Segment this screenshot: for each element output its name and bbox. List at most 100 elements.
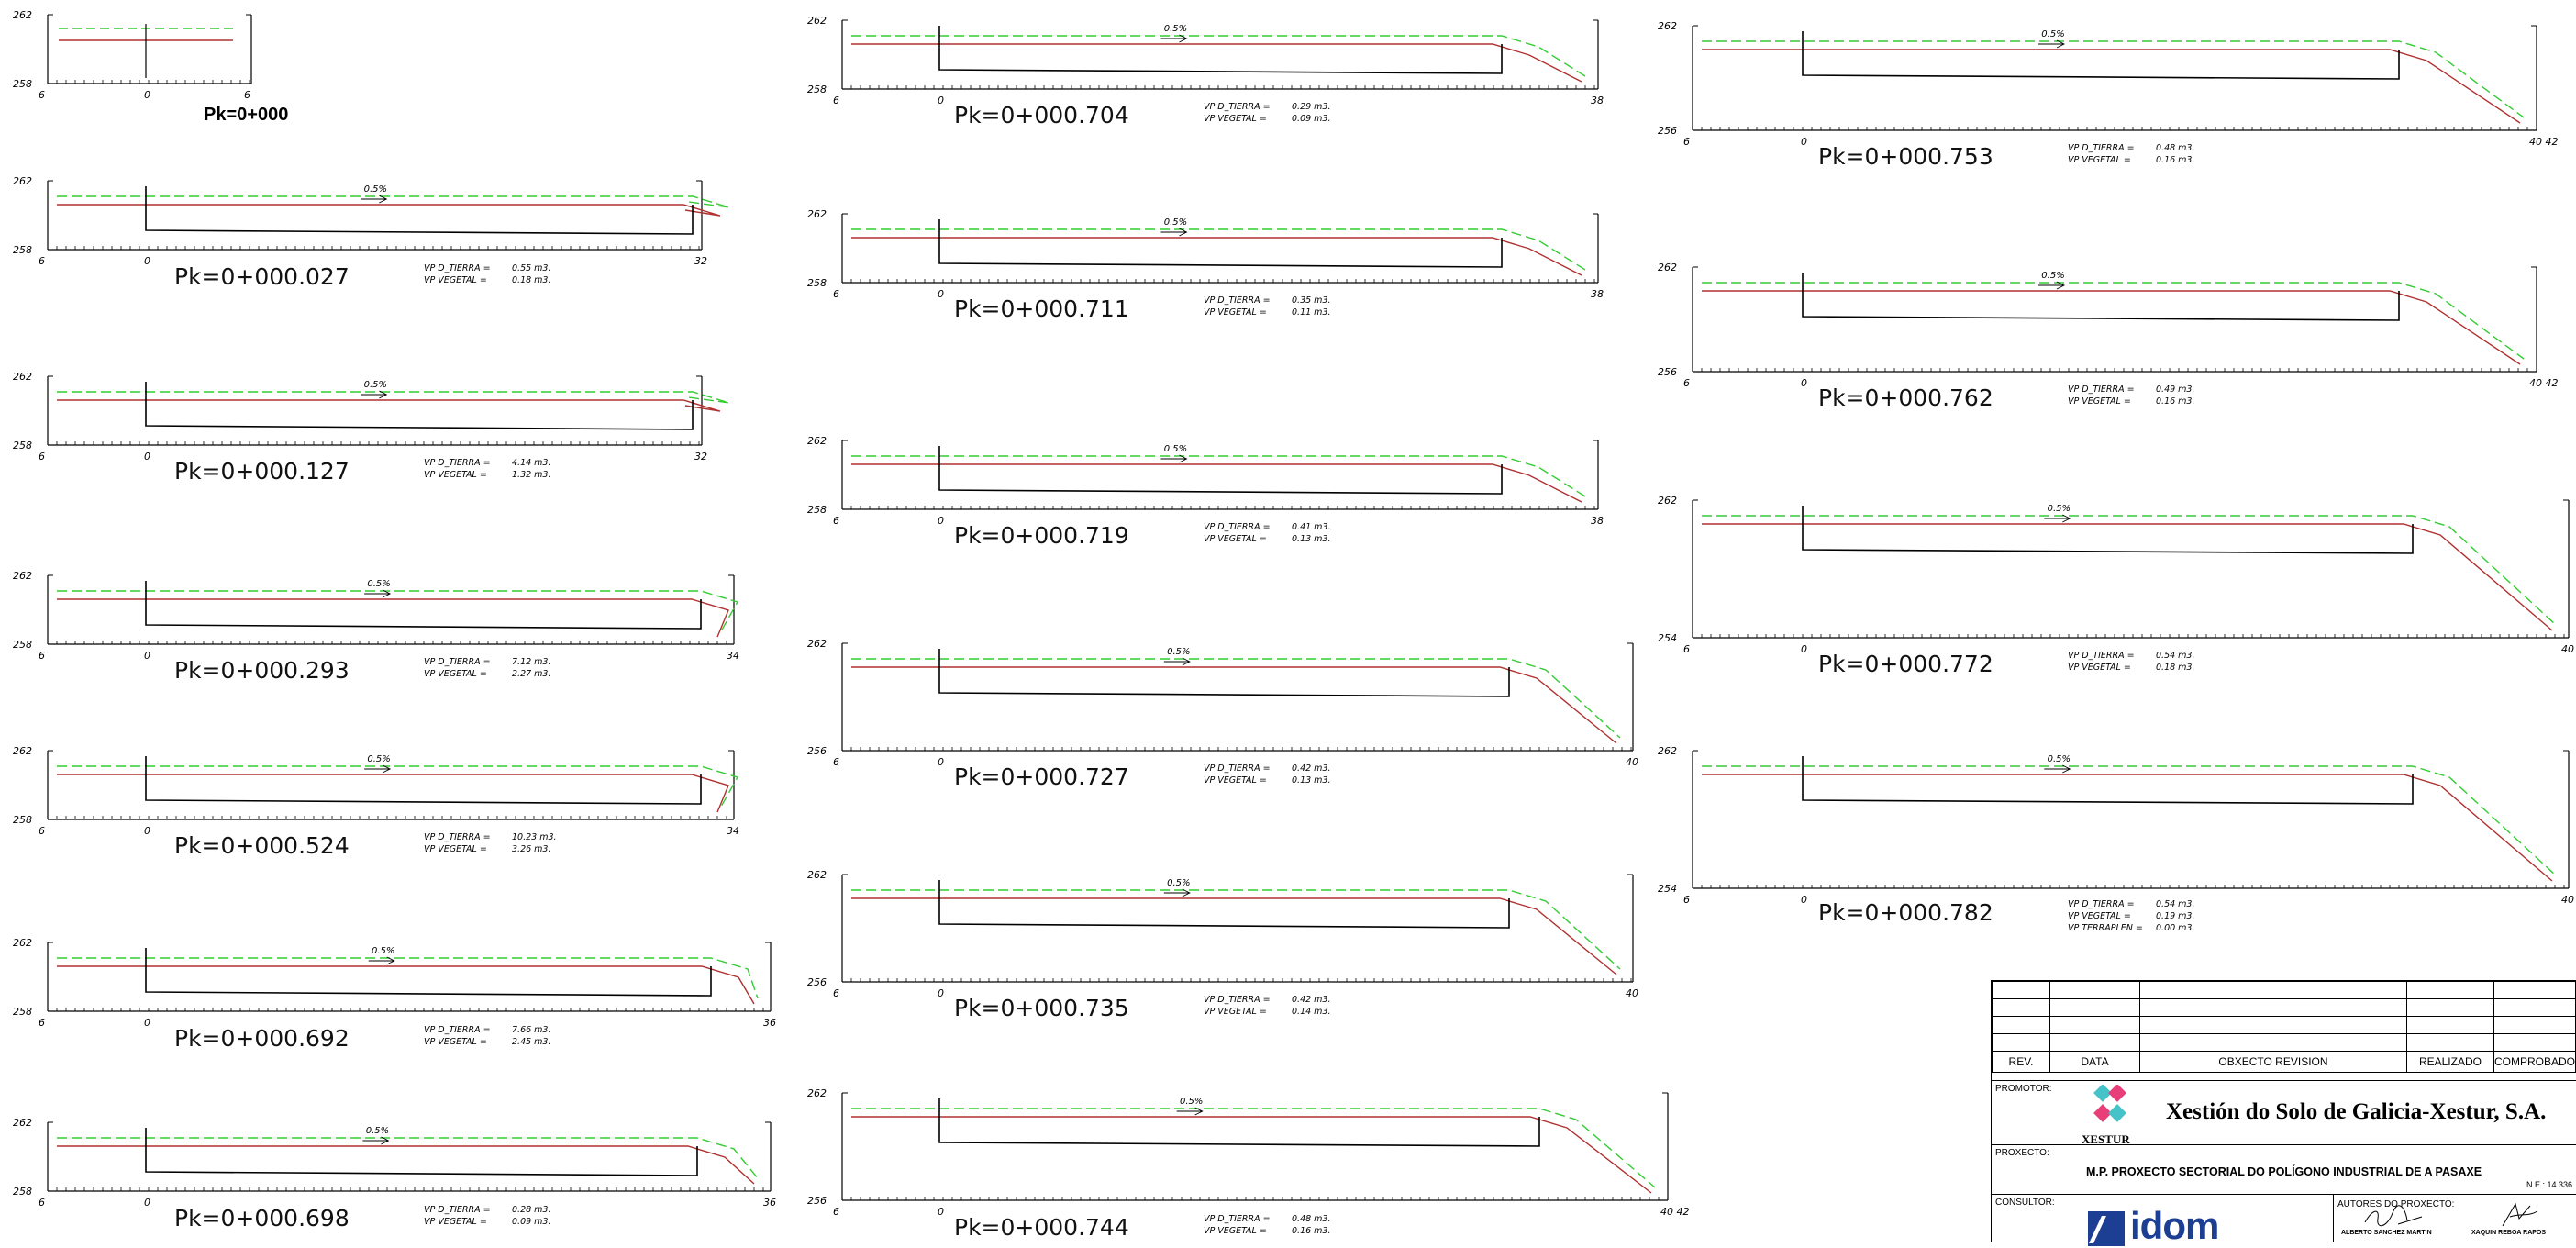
project-line: [57, 765, 739, 808]
cross-section: 262 254 6 0 40 44 0.5% Pk=0+000.772 VP D_TIERRA…: [1658, 495, 2576, 677]
subgrade-line: [938, 26, 1503, 74]
y-min-label: 258: [13, 244, 32, 256]
y-min-label: 256: [807, 1195, 827, 1207]
volume-value: 10.23 m3.: [512, 832, 557, 842]
project-line: [851, 35, 1586, 77]
y-max-label: 262: [807, 638, 827, 650]
volume-value: 0.14 m3.: [1292, 1007, 1331, 1017]
y-max-label: 262: [807, 15, 827, 27]
volume-value: 0.16 m3.: [2156, 396, 2195, 407]
terrain-line: [851, 666, 1617, 744]
subgrade-line: [938, 446, 1503, 495]
project-line: [1702, 765, 2557, 876]
project-line: [851, 889, 1621, 970]
idom-logo: idom: [2088, 1204, 2219, 1248]
slope-label: 0.5%: [367, 579, 390, 589]
authors-section: AUTORES DO PROXECTO: ALBERTO SANCHEZ MAR…: [2333, 1195, 2546, 1242]
subgrade-line: [938, 219, 1503, 268]
terrain-line: [57, 965, 755, 1005]
x-max-label: 34: [727, 825, 739, 837]
volume-value: 7.66 m3.: [512, 1025, 551, 1035]
cross-section: 262 256 6 0 40 42 0.5% Pk=0+000.744 VP D_TIERRA…: [807, 1087, 1690, 1241]
volume-name: VP D_TIERRA =: [1204, 1214, 1271, 1224]
volume-name: VP D_TIERRA =: [1204, 522, 1271, 532]
x-max-label: 38: [1591, 95, 1604, 106]
volume-name: VP D_TIERRA =: [424, 832, 491, 842]
volume-name: VP D_TIERRA =: [2068, 143, 2135, 153]
volume-name: VP D_TIERRA =: [2068, 651, 2135, 661]
slope-arrow-icon: [1176, 1107, 1204, 1116]
cross-section: 262 258 6 0 32 0.5% Pk=0+000.027 VP D_TIERRA = 0…: [13, 175, 730, 290]
slope-arrow-icon: [1160, 228, 1188, 237]
x-min-label: 6: [39, 451, 45, 462]
section-pk-label: Pk=0+000.524: [174, 832, 350, 859]
terrain-line: [851, 897, 1617, 975]
x-zero-label: 0: [144, 1197, 150, 1209]
x-max-label: 32: [694, 451, 707, 462]
x-max-label: 36: [763, 1197, 776, 1209]
terrain-line: [1702, 290, 2521, 365]
section-pk-label: Pk=0+000.027: [174, 263, 350, 290]
consultant-section: CONSULTOR: idom AUTORES DO PROXECTO: ALB…: [1992, 1194, 2576, 1247]
x-zero-label: 0: [938, 1206, 944, 1218]
y-min-label: 258: [13, 1186, 32, 1198]
cross-section: 262 256 6 0 40 42 0.5% Pk=0+000.753 VP D_TIERRA…: [1658, 20, 2559, 170]
y-max-label: 262: [13, 371, 32, 383]
volume-name: VP VEGETAL =: [1204, 775, 1267, 786]
volume-name: VP D_TIERRA =: [1204, 763, 1271, 774]
x-zero-label: 0: [1801, 136, 1807, 148]
y-max-label: 262: [13, 745, 32, 757]
subgrade-line: [1802, 273, 2400, 321]
terrain-line: [57, 598, 729, 638]
cross-section: 262 258 6 0 34 0.5% Pk=0+000.293 VP D_TIERRA = 7…: [13, 570, 739, 684]
y-min-label: 258: [13, 440, 32, 451]
x-min-label: 6: [39, 825, 45, 837]
slope-arrow-icon: [1163, 888, 1191, 897]
cross-section: 262 258 6 0 38 0.5% Pk=0+000.704 VP D_TIERRA = 0…: [807, 15, 1604, 128]
slope-label: 0.5%: [2048, 504, 2071, 514]
slope-label: 0.5%: [364, 380, 387, 390]
y-min-label: 254: [1658, 883, 1677, 895]
volume-value: 0.41 m3.: [1292, 522, 1331, 532]
subgrade-line: [938, 649, 1510, 697]
slope-label: 0.5%: [2041, 29, 2064, 39]
volume-value: 0.49 m3.: [2156, 384, 2195, 395]
volume-name: VP VEGETAL =: [2068, 396, 2131, 407]
x-max-label: 32: [694, 255, 707, 267]
x-max-label: 40: [1626, 987, 1638, 999]
volume-value: 2.27 m3.: [512, 669, 551, 679]
y-max-label: 262: [1658, 20, 1677, 32]
x-zero-label: 0: [1801, 643, 1807, 655]
volume-value: 0.48 m3.: [2156, 143, 2195, 153]
x-max-label: 6: [244, 89, 250, 101]
project-line: [1702, 515, 2557, 626]
slope-label: 0.5%: [364, 184, 387, 195]
y-min-label: 258: [807, 277, 827, 289]
slope-arrow-icon: [2044, 514, 2071, 523]
idom-logo-text: idom: [2130, 1204, 2219, 1247]
volume-value: 0.09 m3.: [512, 1217, 551, 1227]
volume-value: 0.42 m3.: [1292, 995, 1331, 1005]
y-max-label: 262: [13, 937, 32, 949]
y-min-label: 258: [13, 639, 32, 651]
x-min-label: 6: [833, 1206, 839, 1218]
slope-label: 0.5%: [366, 1126, 389, 1136]
y-max-label: 262: [13, 1117, 32, 1129]
consultant-label: CONSULTOR:: [1995, 1198, 2055, 1208]
volume-value: 0.11 m3.: [1292, 307, 1331, 318]
x-min-label: 6: [39, 1197, 45, 1209]
section-pk-label: Pk=0+000.762: [1818, 384, 1993, 411]
section-pk-label: Pk=0+000.711: [954, 295, 1129, 322]
y-min-label: 254: [1658, 632, 1677, 644]
y-max-label: 262: [807, 208, 827, 220]
x-min-label: 6: [833, 987, 839, 999]
terrain-line: [1702, 49, 2521, 124]
signature-1-icon: [2364, 1205, 2423, 1227]
project-line: [57, 391, 730, 404]
volume-name: VP VEGETAL =: [2068, 911, 2131, 921]
section-pk-label: Pk=0+000.698: [174, 1205, 350, 1231]
project-line: [851, 658, 1621, 739]
made-by-header: REALIZADO: [2405, 1051, 2494, 1073]
subgrade-line: [1802, 506, 2414, 554]
